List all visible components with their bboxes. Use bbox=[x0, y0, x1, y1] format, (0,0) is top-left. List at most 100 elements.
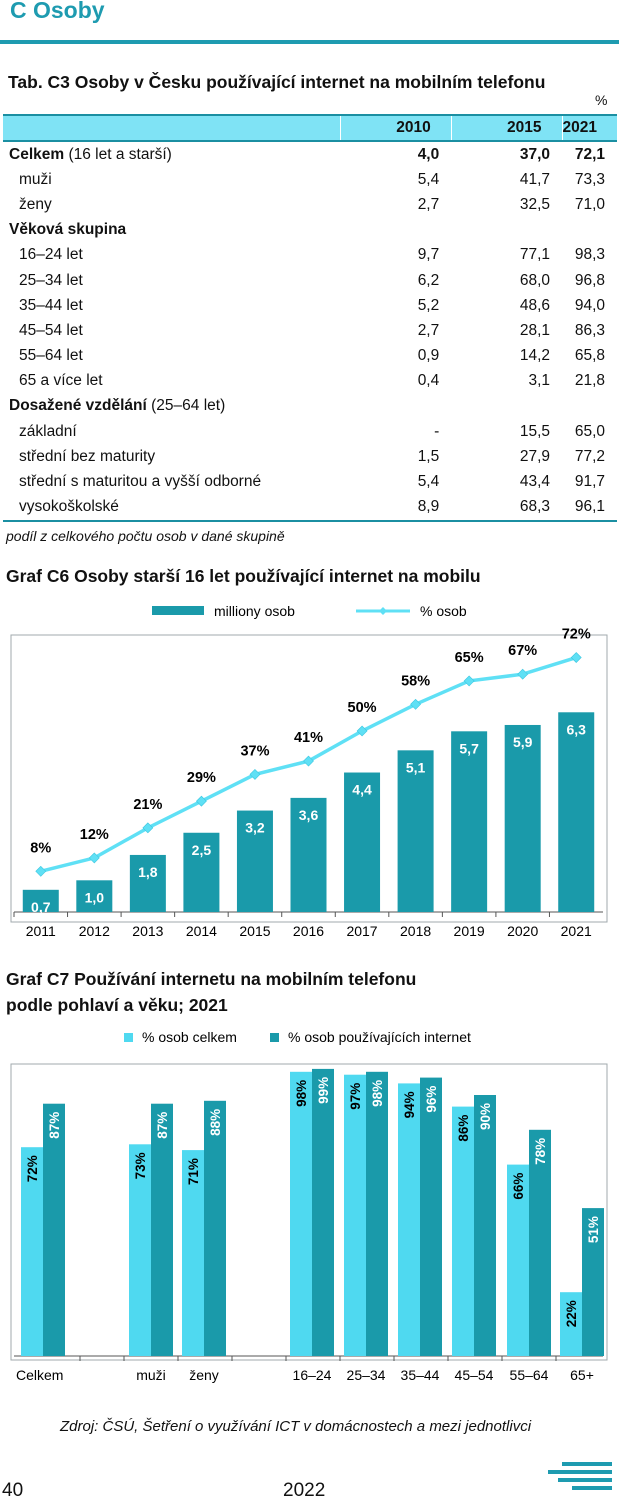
bar-milliony bbox=[397, 750, 434, 912]
row-label: Věková skupina bbox=[3, 218, 341, 243]
bar-value-label: 5,7 bbox=[459, 740, 479, 756]
bar-value-label: 78% bbox=[533, 1138, 548, 1165]
table-cell: 5,4 bbox=[417, 473, 440, 491]
table-cell: 43,4 bbox=[519, 473, 551, 491]
row-label-text: 16–24 let bbox=[19, 246, 83, 264]
x-tick-label: 2015 bbox=[239, 923, 270, 939]
row-label: 45–54 let bbox=[3, 318, 341, 343]
bar-value-label: 3,6 bbox=[299, 807, 319, 823]
row-label-text: ženy bbox=[19, 195, 52, 213]
bar-value-label: 22% bbox=[564, 1300, 579, 1327]
bar-value-label: 87% bbox=[47, 1112, 62, 1139]
row-label: 25–34 let bbox=[3, 268, 341, 293]
bar-milliony bbox=[344, 772, 381, 912]
bar-value-label: 94% bbox=[402, 1091, 417, 1118]
row-label: muži bbox=[3, 167, 341, 192]
bar-internet bbox=[312, 1068, 334, 1356]
section-title: C Osoby bbox=[10, 0, 105, 23]
plot-frame bbox=[10, 634, 608, 923]
row-label: Dosažené vzdělání (25–64 let) bbox=[3, 394, 341, 419]
line-value-label: 65% bbox=[455, 650, 484, 666]
legend-swatch-internet bbox=[270, 1033, 279, 1042]
row-label-text: Dosažené vzdělání bbox=[9, 397, 147, 415]
bar-value-label: 66% bbox=[511, 1173, 526, 1200]
table-cell: 96,8 bbox=[574, 271, 605, 289]
row-label: 65 a více let bbox=[3, 369, 341, 394]
row-label: ženy bbox=[3, 192, 341, 217]
legend-label: % osob celkem bbox=[142, 1029, 237, 1045]
bar-internet bbox=[474, 1095, 496, 1356]
table-cell: 73,3 bbox=[574, 170, 605, 188]
row-label-text: základní bbox=[19, 422, 77, 440]
x-tick-label: 2016 bbox=[293, 923, 324, 939]
line-point bbox=[195, 795, 207, 807]
line-point bbox=[303, 755, 314, 767]
bar-internet bbox=[420, 1077, 442, 1356]
row-label-text: 45–54 let bbox=[19, 321, 83, 339]
table-row: 25–34 let 6,2 68,0 96,8 bbox=[3, 268, 617, 293]
table-cell: 5,2 bbox=[417, 296, 440, 314]
row-label-text: 35–44 let bbox=[19, 296, 83, 314]
table-cell: 65,0 bbox=[574, 422, 605, 440]
data-table: 2010 2015 2021 Celkem (16 let a starší) 4… bbox=[3, 114, 617, 522]
line-point bbox=[570, 652, 582, 663]
bar-celkem bbox=[507, 1164, 529, 1356]
x-tick-label: 2019 bbox=[454, 923, 485, 939]
line-value-label: 41% bbox=[294, 730, 323, 746]
table-cell: 71,0 bbox=[574, 195, 605, 213]
x-tick-label: 2011 bbox=[26, 923, 56, 939]
x-tick-label: 2018 bbox=[400, 923, 431, 939]
table-cell: 5,4 bbox=[417, 170, 440, 188]
table-cell bbox=[451, 394, 562, 419]
bar-value-label: 98% bbox=[370, 1080, 385, 1107]
table-row: Dosažené vzdělání (25–64 let) bbox=[3, 394, 617, 419]
legend-label: milliony osob bbox=[214, 603, 295, 619]
bar-celkem bbox=[398, 1083, 420, 1356]
bar-value-label: 98% bbox=[294, 1080, 309, 1107]
bar-value-label: 5,1 bbox=[406, 759, 426, 775]
row-label-text: 55–64 let bbox=[19, 347, 83, 365]
header-cell: 2015 bbox=[450, 114, 563, 142]
chart-c6: milliony osob % osob 0,7 2011 1,0 2012 1,8 2013… bbox=[10, 603, 608, 939]
bar-celkem bbox=[290, 1071, 312, 1356]
x-tick-label: 2014 bbox=[186, 923, 217, 939]
bar-milliony bbox=[183, 832, 220, 912]
table-row: 45–54 let 2,7 28,1 86,3 bbox=[3, 318, 617, 343]
bar-value-label: 96% bbox=[424, 1086, 439, 1113]
table-row: muži 5,4 41,7 73,3 bbox=[3, 167, 617, 192]
bar-internet bbox=[43, 1103, 65, 1356]
table-header-row: 2010 2015 2021 bbox=[3, 114, 617, 142]
bar-milliony bbox=[129, 854, 166, 912]
bar-value-label: 1,8 bbox=[138, 864, 158, 880]
source-note: Zdroj: ČSÚ, Šetření o využívání ICT v do… bbox=[60, 1418, 532, 1435]
bar-milliony bbox=[290, 797, 327, 912]
table-cell: 28,1 bbox=[519, 321, 551, 339]
table-cell: 2,7 bbox=[417, 195, 440, 213]
row-label-text: 25–34 let bbox=[19, 271, 83, 289]
page-number: 40 bbox=[2, 1480, 24, 1501]
row-label: 35–44 let bbox=[3, 293, 341, 318]
bar-value-label: 4,4 bbox=[352, 782, 372, 798]
bar-internet bbox=[582, 1208, 604, 1356]
table-row: 65 a více let 0,4 3,1 21,8 bbox=[3, 369, 617, 394]
x-tick-label: 45–54 bbox=[455, 1367, 494, 1383]
table-title: Tab. C3 Osoby v Česku používající intern… bbox=[8, 72, 546, 92]
row-label: 55–64 let bbox=[3, 344, 341, 369]
row-label-text: Celkem bbox=[9, 145, 65, 163]
x-tick-label: 25–34 bbox=[347, 1367, 386, 1383]
table-cell: 0,9 bbox=[417, 347, 440, 365]
bar-celkem bbox=[182, 1150, 204, 1356]
line-point bbox=[88, 852, 100, 864]
line-point bbox=[142, 822, 154, 834]
bar-value-label: 5,9 bbox=[513, 734, 533, 750]
row-label: střední bez maturity bbox=[3, 444, 341, 469]
bar-value-label: 99% bbox=[316, 1077, 331, 1104]
bar-value-label: 86% bbox=[456, 1115, 471, 1142]
table-row: Věková skupina bbox=[3, 218, 617, 243]
table-cell bbox=[562, 218, 617, 243]
chart-c7-title-line2: podle pohlaví a věku; 2021 bbox=[6, 995, 228, 1015]
header-cell: 2010 bbox=[340, 114, 452, 142]
row-label-suffix: (25–64 let) bbox=[146, 397, 226, 415]
row-label-suffix: (16 let a starší) bbox=[64, 145, 172, 163]
line-point bbox=[517, 668, 529, 680]
